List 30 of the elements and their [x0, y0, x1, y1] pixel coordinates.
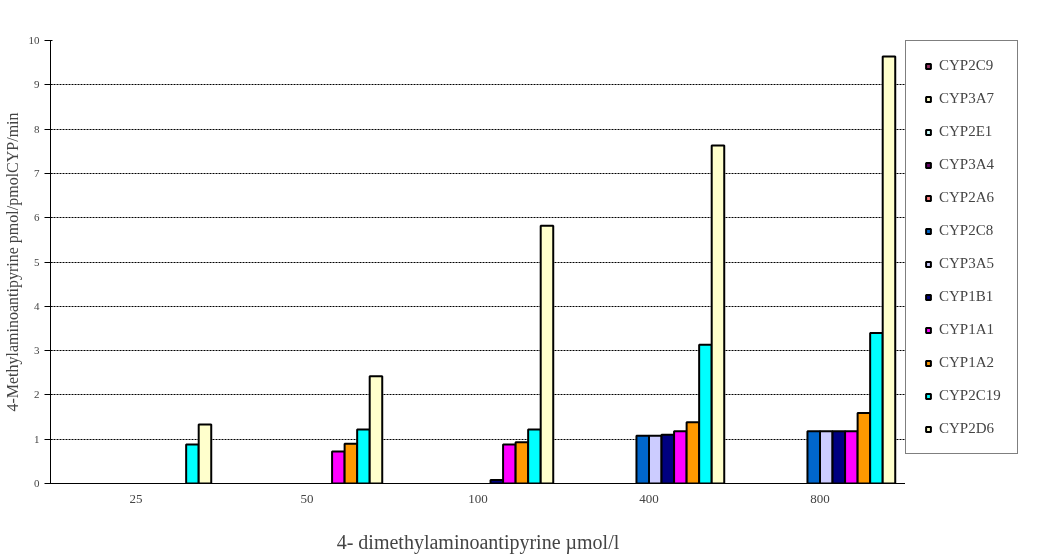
x-axis-title: 4- dimethylaminoantipyrine µmol/l	[336, 530, 620, 554]
y-tick-label: 0	[34, 477, 40, 489]
y-tick-label: 5	[34, 255, 40, 268]
legend-label: CYP3A4	[939, 156, 995, 173]
x-tick-label: 25	[129, 490, 143, 506]
legend-label: CYP2C8	[939, 222, 994, 239]
y-tick-label: 6	[34, 211, 40, 224]
y-tick-label: 1	[34, 432, 40, 445]
x-tick-label: 800	[810, 490, 830, 506]
legend-label: CYP1A1	[939, 321, 995, 338]
y-tick-label: 9	[34, 78, 40, 91]
y-tick-label: 3	[34, 344, 40, 357]
x-tick-label: 50	[300, 490, 314, 506]
y-tick-label: 10	[28, 34, 40, 46]
y-tick-label: 8	[34, 122, 40, 135]
y-tick-label: 7	[34, 166, 40, 179]
x-tick-label: 400	[639, 490, 659, 506]
y-axis-title: 4-Methylaminoantipyrine pmol/pmolCYP/min	[3, 112, 22, 412]
legend-label: CYP3A5	[939, 255, 995, 272]
x-tick-label: 100	[468, 490, 488, 506]
legend-label: CYP2C9	[939, 57, 994, 74]
legend-label: CYP1A2	[939, 354, 995, 371]
legend-label: CYP2A6	[939, 189, 995, 206]
legend-label: CYP2C19	[939, 387, 1001, 404]
y-tick-label: 4	[34, 299, 40, 312]
legend-label: CYP2D6	[939, 420, 995, 437]
legend-label: CYP2E1	[939, 123, 993, 140]
legend-label: CYP1B1	[939, 288, 994, 305]
legend-label: CYP3A7	[939, 90, 995, 107]
y-tick-label: 2	[34, 388, 40, 401]
